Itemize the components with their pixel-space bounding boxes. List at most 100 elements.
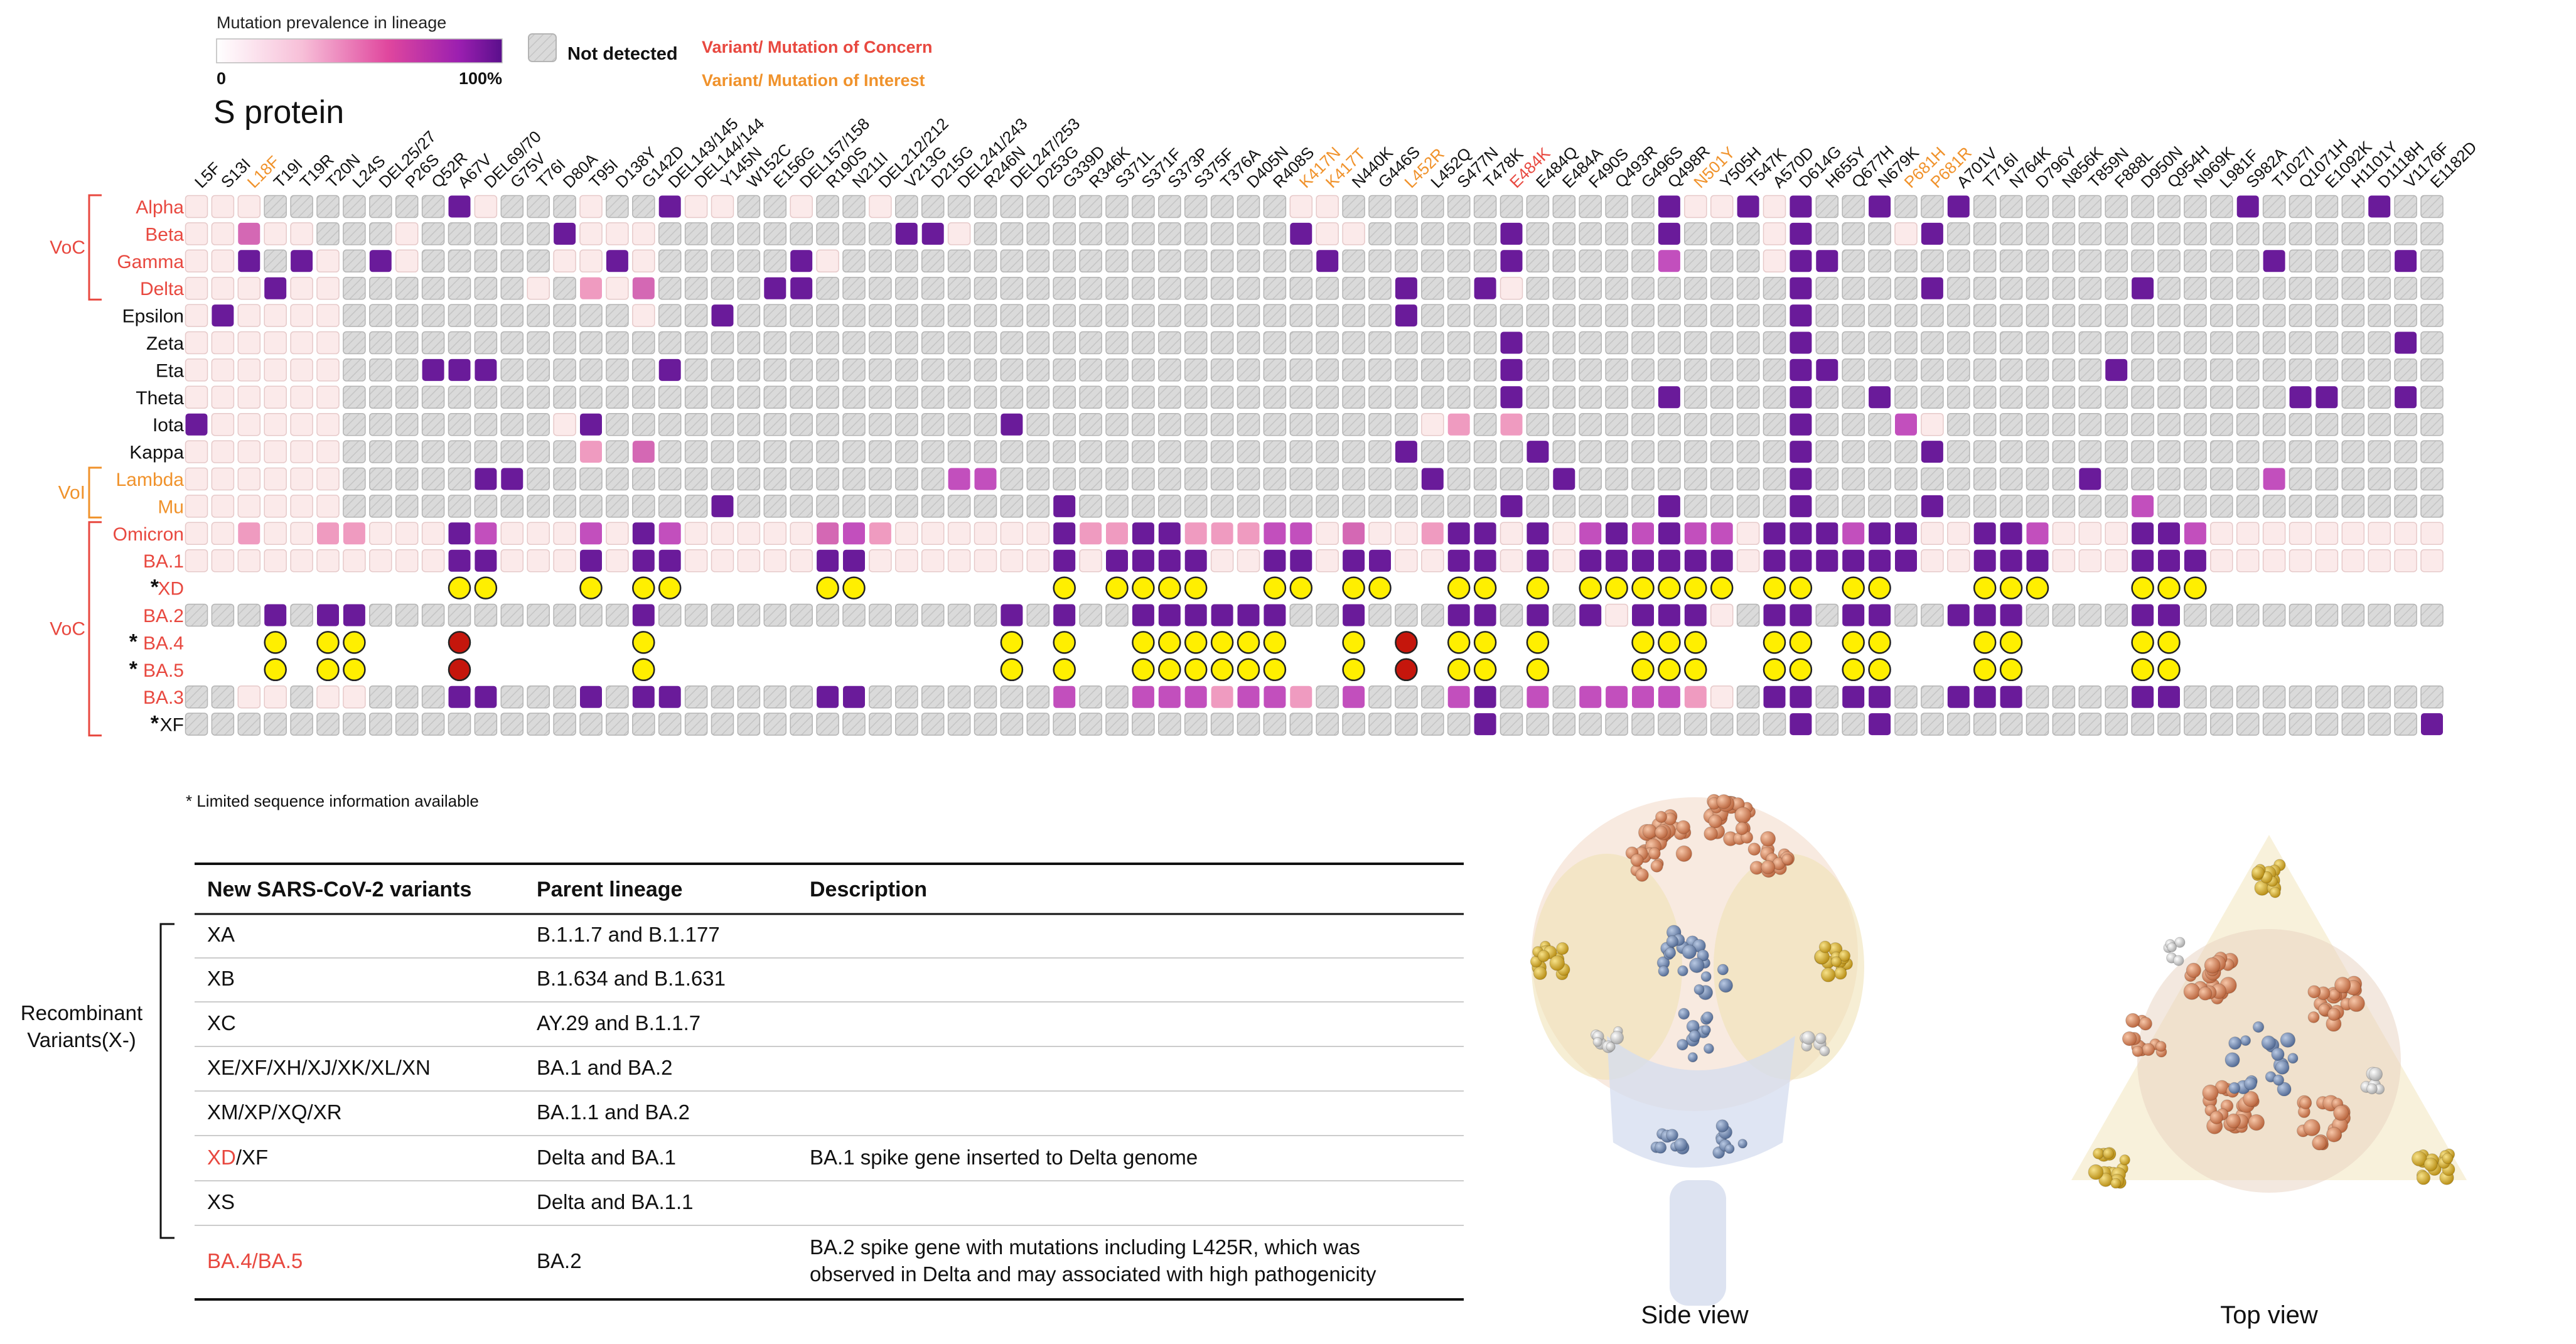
heatmap-cell [2131, 304, 2154, 327]
side-view-domain-right [1714, 854, 1864, 1080]
atom-sphere [1658, 965, 1670, 977]
heatmap-cell [2078, 304, 2102, 327]
heatmap-cell [211, 358, 235, 382]
heatmap-cell [553, 522, 576, 546]
heatmap-cell [1132, 604, 1154, 626]
heatmap-cell [2052, 385, 2076, 409]
heatmap-cell [2262, 195, 2286, 218]
heatmap-cell [2157, 495, 2181, 518]
heatmap-cell [1132, 331, 1155, 355]
mutation-dot [1789, 658, 1813, 682]
mutation-dot [1053, 658, 1076, 682]
heatmap-cell [869, 331, 892, 355]
heatmap-cell [2157, 467, 2181, 491]
atom-sphere [1630, 853, 1644, 867]
heatmap-cell [1921, 358, 1944, 382]
heatmap-cell [1658, 467, 1681, 491]
heatmap-cell [1000, 304, 1024, 327]
heatmap-cell [369, 358, 392, 382]
top-view-atoms [2088, 859, 2455, 1189]
heatmap-cell [921, 412, 945, 436]
heatmap-cell [1815, 440, 1839, 463]
mutation-dot [1053, 631, 1076, 654]
heatmap-cell [1237, 549, 1260, 573]
heatmap-cell [1605, 440, 1628, 463]
heatmap-cell [684, 549, 708, 573]
heatmap-cell [1526, 412, 1550, 436]
atom-sphere [1737, 1139, 1747, 1149]
heatmap-cell [1999, 385, 2023, 409]
heatmap-cell [1552, 249, 1576, 273]
table-cell-variant-rest: /XF [236, 1146, 268, 1169]
heatmap-cell [1447, 604, 1470, 626]
heatmap-cell [2341, 522, 2365, 546]
heatmap-cell [1184, 440, 1208, 463]
atom-sphere [2303, 1119, 2321, 1136]
table-cell-variant: BA.4/BA.5 [207, 1249, 303, 1272]
heatmap-cell [1368, 385, 1392, 409]
heatmap-cell [474, 222, 498, 245]
heatmap-cell [1868, 222, 1891, 245]
heatmap-cell [369, 385, 392, 409]
heatmap-cell [1631, 249, 1655, 273]
heatmap-cell [2052, 467, 2076, 491]
heatmap-cell [1184, 549, 1207, 572]
heatmap-cell [1447, 358, 1471, 382]
heatmap-cell [1316, 549, 1339, 573]
heatmap-cell [895, 603, 918, 627]
heatmap-cell [1447, 522, 1470, 545]
heatmap-cell [2052, 712, 2076, 736]
mutation-dot [2157, 631, 2181, 654]
table-cell-parent: BA.2 [537, 1249, 582, 1272]
heatmap-cell [2368, 412, 2391, 436]
heatmap-cell [2341, 304, 2365, 327]
heatmap-cell [501, 468, 523, 490]
heatmap-cell [1973, 712, 1997, 736]
heatmap-cell [1158, 276, 1181, 300]
heatmap-cell [2184, 440, 2207, 463]
heatmap-cell [1710, 440, 1734, 463]
atom-sphere [2093, 1148, 2105, 1159]
heatmap-cell [1999, 222, 2023, 245]
heatmap-cell [737, 712, 761, 736]
atom-sphere [2226, 1113, 2241, 1129]
table-cell-variant: XC [207, 1011, 236, 1035]
heatmap-cell [474, 603, 498, 627]
heatmap-cell [869, 712, 892, 736]
heatmap-cell [2052, 331, 2076, 355]
heatmap-cell [1368, 358, 1392, 382]
heatmap-cell [553, 412, 576, 436]
variants-table: New SARS-CoV-2 variants Parent lineage D… [21, 863, 1464, 1301]
heatmap-cell [737, 385, 761, 409]
heatmap-cell [1105, 276, 1129, 300]
table-group-bracket [159, 923, 174, 1239]
table-row: XC AY.29 and B.1.1.7 [195, 1011, 1464, 1047]
heatmap-cell [1447, 304, 1471, 327]
heatmap-cell [1421, 331, 1444, 355]
heatmap-cell [1263, 331, 1287, 355]
mutation-dot [1684, 658, 1707, 682]
heatmap-cell [1842, 331, 1865, 355]
heatmap-cell [1632, 604, 1654, 626]
heatmap-cell [237, 603, 261, 627]
heatmap-cell [1842, 412, 1865, 436]
heatmap-cell [2341, 685, 2365, 709]
heatmap-cell [2000, 522, 2022, 545]
heatmap-cell [553, 603, 576, 627]
heatmap-cell [395, 276, 419, 300]
heatmap-cell [1184, 276, 1208, 300]
heatmap-cell [711, 495, 734, 517]
heatmap-cell [2078, 495, 2102, 518]
heatmap-cell [1289, 467, 1313, 491]
heatmap-cell [1158, 331, 1181, 355]
heatmap-cell [1264, 522, 1286, 545]
heatmap-cell [1473, 331, 1497, 355]
heatmap-cell [1210, 331, 1234, 355]
heatmap-cell [2263, 468, 2285, 490]
heatmap-cell [421, 712, 445, 736]
heatmap-cell [2210, 467, 2233, 491]
heatmap-cell [448, 331, 471, 355]
heatmap-cell [448, 549, 471, 572]
heatmap-cell [448, 385, 471, 409]
heatmap-cell [1842, 222, 1865, 245]
